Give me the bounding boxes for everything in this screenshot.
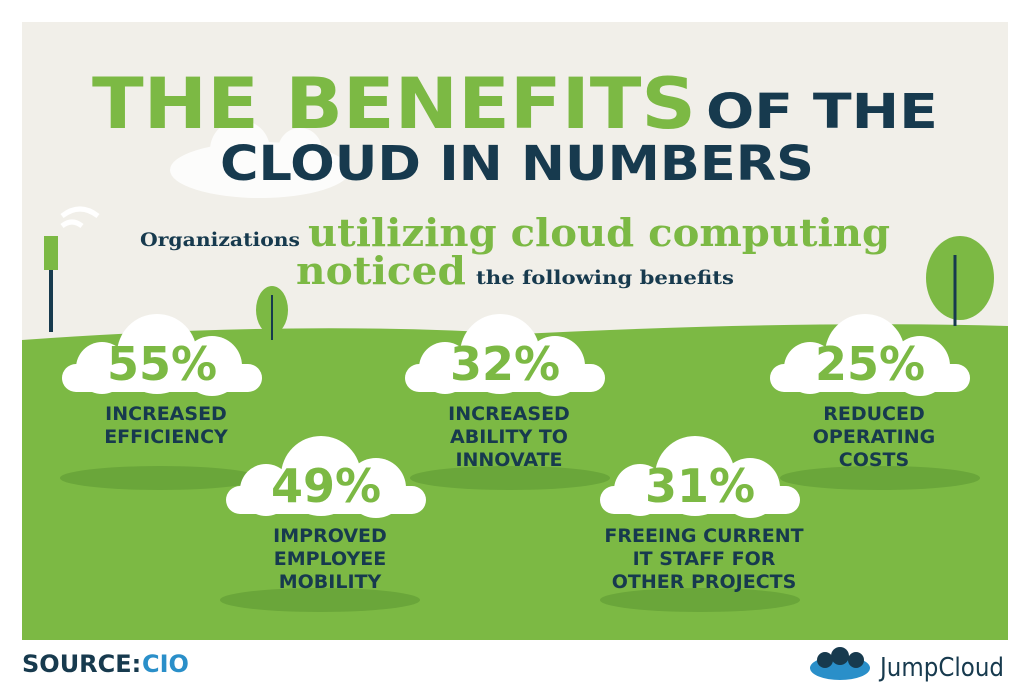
stat-label: INNOVATE xyxy=(455,449,562,471)
stat-label: INCREASED xyxy=(105,403,227,425)
stat-value: 32% xyxy=(450,337,560,391)
stat-value: 49% xyxy=(271,459,381,513)
stat-value: 31% xyxy=(645,459,755,513)
stat-label: EFFICIENCY xyxy=(104,426,228,448)
subtitle-highlight: utilizing cloud computing xyxy=(308,210,890,255)
cloud xyxy=(226,436,426,518)
cloud-puff xyxy=(76,342,128,394)
antenna xyxy=(44,206,100,332)
stat-label: OTHER PROJECTS xyxy=(612,571,797,593)
stat-label: IT STAFF FOR xyxy=(633,548,776,570)
title-rest: OF THE xyxy=(706,84,938,140)
cloud xyxy=(62,314,262,396)
title-highlight: THE BENEFITS xyxy=(92,63,696,145)
source-prefix: SOURCE: xyxy=(22,650,141,678)
cloud-puff xyxy=(825,314,905,394)
subtitle-text: the following benefits xyxy=(476,267,734,289)
cloud-puff xyxy=(720,458,780,518)
cloud-puff xyxy=(281,436,361,516)
cloud-puff xyxy=(614,464,666,516)
source-name: CIO xyxy=(142,650,189,678)
stat-label: FREEING CURRENT xyxy=(604,525,803,547)
stat-label: INCREASED xyxy=(448,403,570,425)
tree xyxy=(256,236,994,340)
cloud xyxy=(600,436,800,518)
stat-value: 25% xyxy=(815,337,925,391)
stat-label: COSTS xyxy=(839,449,909,471)
cloud-puff xyxy=(117,314,197,394)
stat-label: EMPLOYEE xyxy=(274,548,386,570)
cloud-puff xyxy=(460,314,540,394)
cloud-puff xyxy=(182,336,242,396)
subtitle-highlight: noticed xyxy=(296,248,466,293)
logo-text: JumpCloud xyxy=(878,653,1004,683)
stat-value: 55% xyxy=(107,337,217,391)
cloud-puff xyxy=(655,436,735,516)
stat-label: IMPROVED xyxy=(273,525,387,547)
cloud xyxy=(405,314,605,396)
stat-label: ABILITY TO xyxy=(450,426,568,448)
cloud-puff xyxy=(890,336,950,396)
cloud-puff xyxy=(240,464,292,516)
logo-icon xyxy=(810,647,870,680)
stat-label: REDUCED xyxy=(823,403,925,425)
title-line2: CLOUD IN NUMBERS xyxy=(220,136,814,192)
cloud-puff xyxy=(346,458,406,518)
stats: 55%INCREASEDEFFICIENCY32%INCREASEDABILIT… xyxy=(104,337,935,593)
cloud-puff xyxy=(419,342,471,394)
cloud-puff xyxy=(525,336,585,396)
stat-label: MOBILITY xyxy=(279,571,382,593)
shadows xyxy=(60,466,980,612)
clouds xyxy=(62,314,970,518)
subtitle-text: Organizations xyxy=(140,229,300,251)
bg-cloud xyxy=(170,120,350,198)
cloud xyxy=(770,314,970,396)
stat-label: OPERATING xyxy=(813,426,935,448)
cloud-puff xyxy=(784,342,836,394)
